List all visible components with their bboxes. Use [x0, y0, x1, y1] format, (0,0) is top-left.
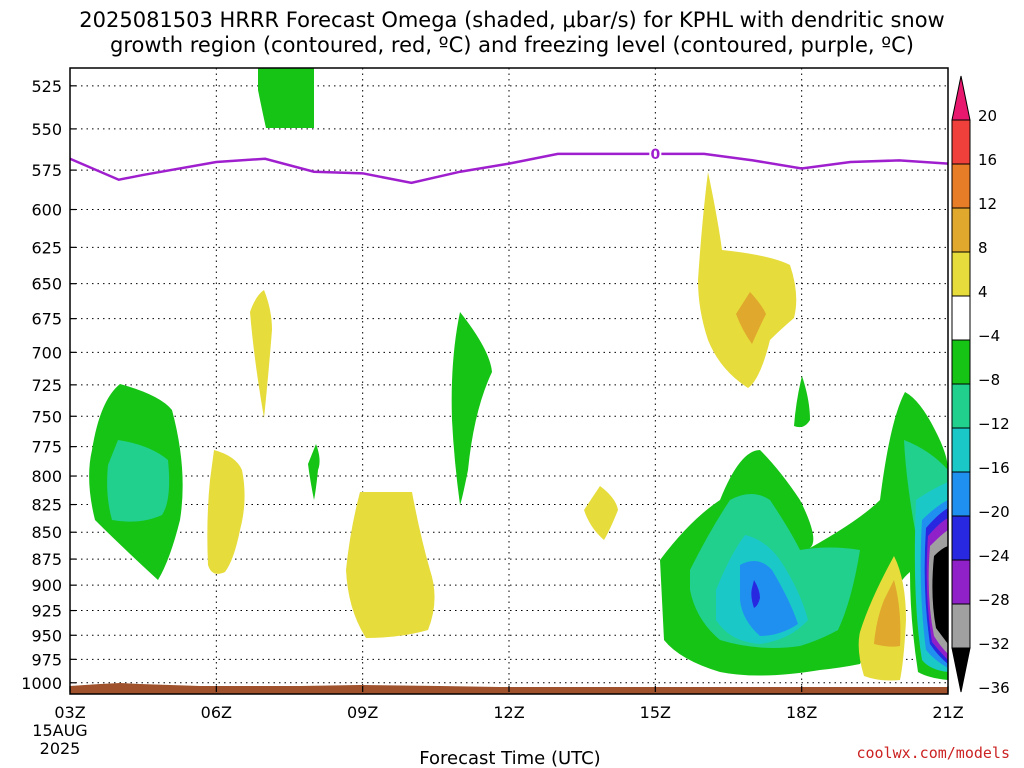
- colorbar-swatch: [951, 119, 971, 165]
- x-tick-label: 12Z: [493, 703, 524, 722]
- colorbar-swatch: [951, 383, 971, 429]
- omega-region-yellow: [346, 492, 435, 638]
- y-tick-label: 875: [31, 550, 62, 569]
- chart-title-line1: 2025081503 HRRR Forecast Omega (shaded, …: [79, 8, 944, 32]
- colorbar-swatch: [951, 515, 971, 561]
- x-tick-label: 21Z: [932, 703, 963, 722]
- omega-region-yellow: [698, 172, 797, 388]
- colorbar-swatch: [951, 163, 971, 209]
- omega-region-green: [451, 312, 492, 505]
- omega-region-orange: [736, 292, 766, 344]
- y-tick-label: 725: [31, 376, 62, 395]
- plot-frame: [69, 67, 949, 695]
- colorbar-tick-label: −4: [978, 327, 1000, 345]
- y-tick-label: 700: [31, 343, 62, 362]
- omega-region-teal: [107, 440, 170, 522]
- omega-region-yellow: [207, 450, 245, 574]
- colorbar-tick-label: 12: [978, 195, 997, 213]
- y-tick-label: 850: [31, 523, 62, 542]
- colorbar-arrow-top: [951, 75, 971, 121]
- chart-title-line2: growth region (contoured, red, ºC) and f…: [110, 33, 914, 57]
- colorbar-tick-label: 20: [978, 107, 997, 125]
- x-axis: 03Z 06Z 09Z 12Z 15Z 18Z 21Z: [54, 686, 964, 722]
- colorbar-tick-label: −36: [978, 679, 1010, 697]
- x-tick-label: 09Z: [347, 703, 378, 722]
- omega-region-blue: [740, 561, 798, 636]
- y-tick-label: 675: [31, 310, 62, 329]
- y-tick-label: 575: [31, 161, 62, 180]
- y-tick-label: 950: [31, 626, 62, 645]
- y-tick-label: 975: [31, 650, 62, 669]
- colorbar-tick-label: −8: [978, 371, 1000, 389]
- colorbar-swatch: [951, 339, 971, 385]
- x-date-line1: 15AUG: [32, 721, 87, 740]
- omega-region-darkblue: [751, 580, 760, 608]
- y-tick-label: 900: [31, 576, 62, 595]
- omega-region-black: [932, 546, 948, 644]
- colorbar-tick-label: −20: [978, 503, 1010, 521]
- y-tick-label: 925: [31, 602, 62, 621]
- y-tick-label: 1000: [21, 674, 62, 693]
- freezing-level-label: 0: [650, 147, 660, 163]
- y-tick-label: 825: [31, 496, 62, 515]
- y-tick-label: 750: [31, 407, 62, 426]
- x-tick-label: 03Z: [54, 703, 85, 722]
- colorbar-tick-label: 16: [978, 151, 997, 169]
- y-tick-label: 550: [31, 120, 62, 139]
- colorbar-swatch: [951, 559, 971, 605]
- colorbar-swatch: [951, 295, 971, 341]
- y-axis: 525 550 575 600 625 650 675 700 725 750 775 800 825 8…: [21, 77, 76, 693]
- colorbar: 20 16 12 8 4 −4 −8 −12 −16 −20 −24 −28 −32 −36: [951, 75, 1010, 697]
- y-tick-label: 650: [31, 275, 62, 294]
- x-tick-label: 15Z: [640, 703, 671, 722]
- omega-region-orange: [874, 580, 901, 647]
- y-tick-label: 775: [31, 438, 62, 457]
- colorbar-tick-label: 8: [978, 239, 988, 257]
- omega-region-yellow: [250, 290, 272, 418]
- colorbar-arrow-bottom: [951, 647, 971, 693]
- y-tick-label: 625: [31, 238, 62, 257]
- freezing-level-line: [69, 152, 949, 185]
- omega-regions: [89, 68, 948, 681]
- colorbar-tick-label: −32: [978, 635, 1010, 653]
- y-tick-label: 800: [31, 467, 62, 486]
- omega-region-green: [308, 444, 320, 500]
- freezing-level-label-bg: [649, 145, 662, 162]
- colorbar-swatch: [951, 603, 971, 649]
- colorbar-tick-label: 4: [978, 283, 988, 301]
- colorbar-swatch: [951, 427, 971, 473]
- colorbar-tick-label: −28: [978, 591, 1010, 609]
- colorbar-tick-label: −12: [978, 415, 1010, 433]
- x-tick-label: 18Z: [786, 703, 817, 722]
- omega-region-green: [258, 68, 314, 128]
- y-tick-label: 525: [31, 77, 62, 96]
- colorbar-tick-label: −16: [978, 459, 1010, 477]
- omega-region-yellow: [584, 486, 618, 540]
- x-tick-label: 06Z: [201, 703, 232, 722]
- colorbar-swatch: [951, 251, 971, 297]
- omega-region-green: [794, 376, 810, 428]
- colorbar-swatch: [951, 207, 971, 253]
- x-date-line2: 2025: [40, 739, 81, 758]
- x-axis-label: Forecast Time (UTC): [419, 748, 600, 768]
- y-tick-label: 600: [31, 201, 62, 220]
- credit-text: coolwx.com/models: [856, 744, 1010, 762]
- colorbar-tick-label: −24: [978, 547, 1010, 565]
- colorbar-swatch: [951, 471, 971, 517]
